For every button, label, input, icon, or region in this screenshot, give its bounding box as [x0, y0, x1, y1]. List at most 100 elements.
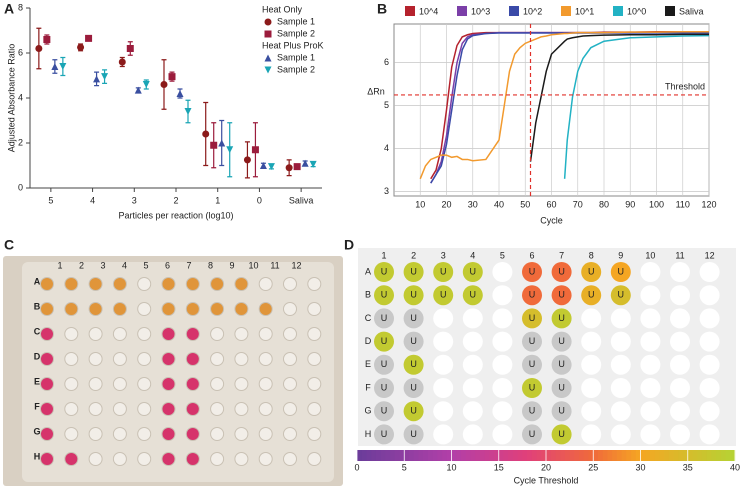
column-label: 11 — [270, 260, 279, 270]
column-label: 12 — [705, 250, 715, 260]
marker — [264, 66, 272, 74]
panel-label: A — [4, 1, 14, 17]
empty-well — [462, 331, 483, 352]
colorbar-segment — [375, 450, 382, 461]
column-label: 2 — [79, 260, 84, 270]
empty-well — [670, 424, 690, 445]
x-axis-label: Cycle — [540, 215, 563, 225]
colorbar-segment — [616, 450, 623, 461]
colorbar-segment — [470, 450, 476, 461]
empty-well — [640, 331, 661, 352]
well-label: U — [410, 406, 417, 416]
well-label: U — [381, 429, 388, 439]
well — [185, 277, 200, 291]
row-label: A — [365, 266, 371, 276]
x-tick-label: 110 — [676, 199, 690, 209]
well-label: U — [558, 359, 565, 369]
empty-well — [492, 262, 513, 282]
empty-well — [492, 424, 513, 445]
empty-well — [462, 424, 483, 445]
well — [161, 277, 176, 291]
empty-well — [610, 354, 631, 375]
well — [40, 277, 54, 291]
undetermined-well — [522, 354, 542, 375]
well — [137, 352, 152, 366]
well — [112, 327, 127, 341]
well — [258, 452, 273, 466]
row-label: H — [365, 429, 372, 439]
well-label: U — [558, 429, 565, 439]
colorbar-segment — [366, 450, 372, 461]
row-label: G — [33, 426, 40, 436]
well — [307, 277, 322, 291]
x-tick-label: 40 — [494, 199, 504, 209]
well — [462, 285, 483, 306]
well-label: U — [381, 336, 388, 346]
marker — [218, 139, 226, 147]
column-label: 3 — [441, 250, 446, 260]
undetermined-well — [374, 424, 394, 445]
well-label: U — [529, 382, 536, 392]
undetermined-well — [551, 354, 572, 375]
well-label: U — [558, 313, 565, 323]
well — [234, 427, 249, 441]
colorbar-segment — [437, 450, 443, 461]
well-label: U — [381, 290, 388, 300]
empty-well — [699, 354, 720, 375]
marker — [210, 141, 218, 149]
well — [137, 277, 152, 291]
well — [234, 377, 249, 391]
empty-well — [433, 354, 454, 375]
well-label: U — [381, 313, 388, 323]
colorbar-segment — [673, 450, 679, 461]
well — [283, 452, 297, 466]
column-label: 3 — [100, 260, 105, 270]
colorbar-tick-label: 25 — [588, 462, 598, 472]
row-label: E — [365, 359, 371, 369]
well — [112, 302, 127, 316]
well — [137, 327, 152, 341]
marker — [184, 108, 192, 115]
well — [551, 308, 572, 329]
legend-label: 10^0 — [627, 6, 646, 16]
empty-well — [462, 354, 483, 375]
well — [234, 302, 249, 316]
empty-well — [581, 331, 602, 352]
well — [137, 377, 152, 391]
empty-well — [462, 378, 483, 398]
marker — [134, 86, 142, 94]
row-label: H — [34, 451, 41, 461]
empty-well — [433, 424, 454, 445]
legend-label: 10^1 — [575, 6, 594, 16]
well — [64, 427, 79, 441]
undetermined-well — [403, 308, 424, 329]
well-label: U — [381, 406, 388, 416]
well — [522, 262, 542, 282]
well-label: U — [588, 266, 595, 276]
row-label: A — [34, 276, 41, 286]
column-label: 8 — [589, 250, 594, 260]
well-label: U — [529, 313, 536, 323]
marker — [168, 73, 176, 81]
empty-well — [699, 401, 720, 422]
colorbar-segment — [597, 450, 604, 461]
column-label: 6 — [165, 260, 170, 270]
legend-swatch — [509, 6, 519, 16]
well — [137, 427, 152, 441]
x-tick-label: 90 — [625, 199, 635, 209]
curve — [419, 30, 709, 180]
well — [258, 427, 273, 441]
colorbar-tick-label: 20 — [541, 462, 551, 472]
legend-label: 10^3 — [471, 6, 490, 16]
colorbar-label: Cycle Threshold — [514, 475, 579, 485]
well — [307, 377, 322, 391]
x-tick-label: 80 — [599, 199, 609, 209]
well — [40, 377, 54, 391]
colorbar-tick-label: 0 — [354, 462, 359, 472]
row-label: B — [365, 290, 371, 300]
well — [137, 302, 152, 316]
colorbar-segment — [494, 450, 500, 461]
colorbar-segment — [588, 450, 594, 461]
well — [210, 302, 225, 316]
well — [258, 402, 273, 416]
